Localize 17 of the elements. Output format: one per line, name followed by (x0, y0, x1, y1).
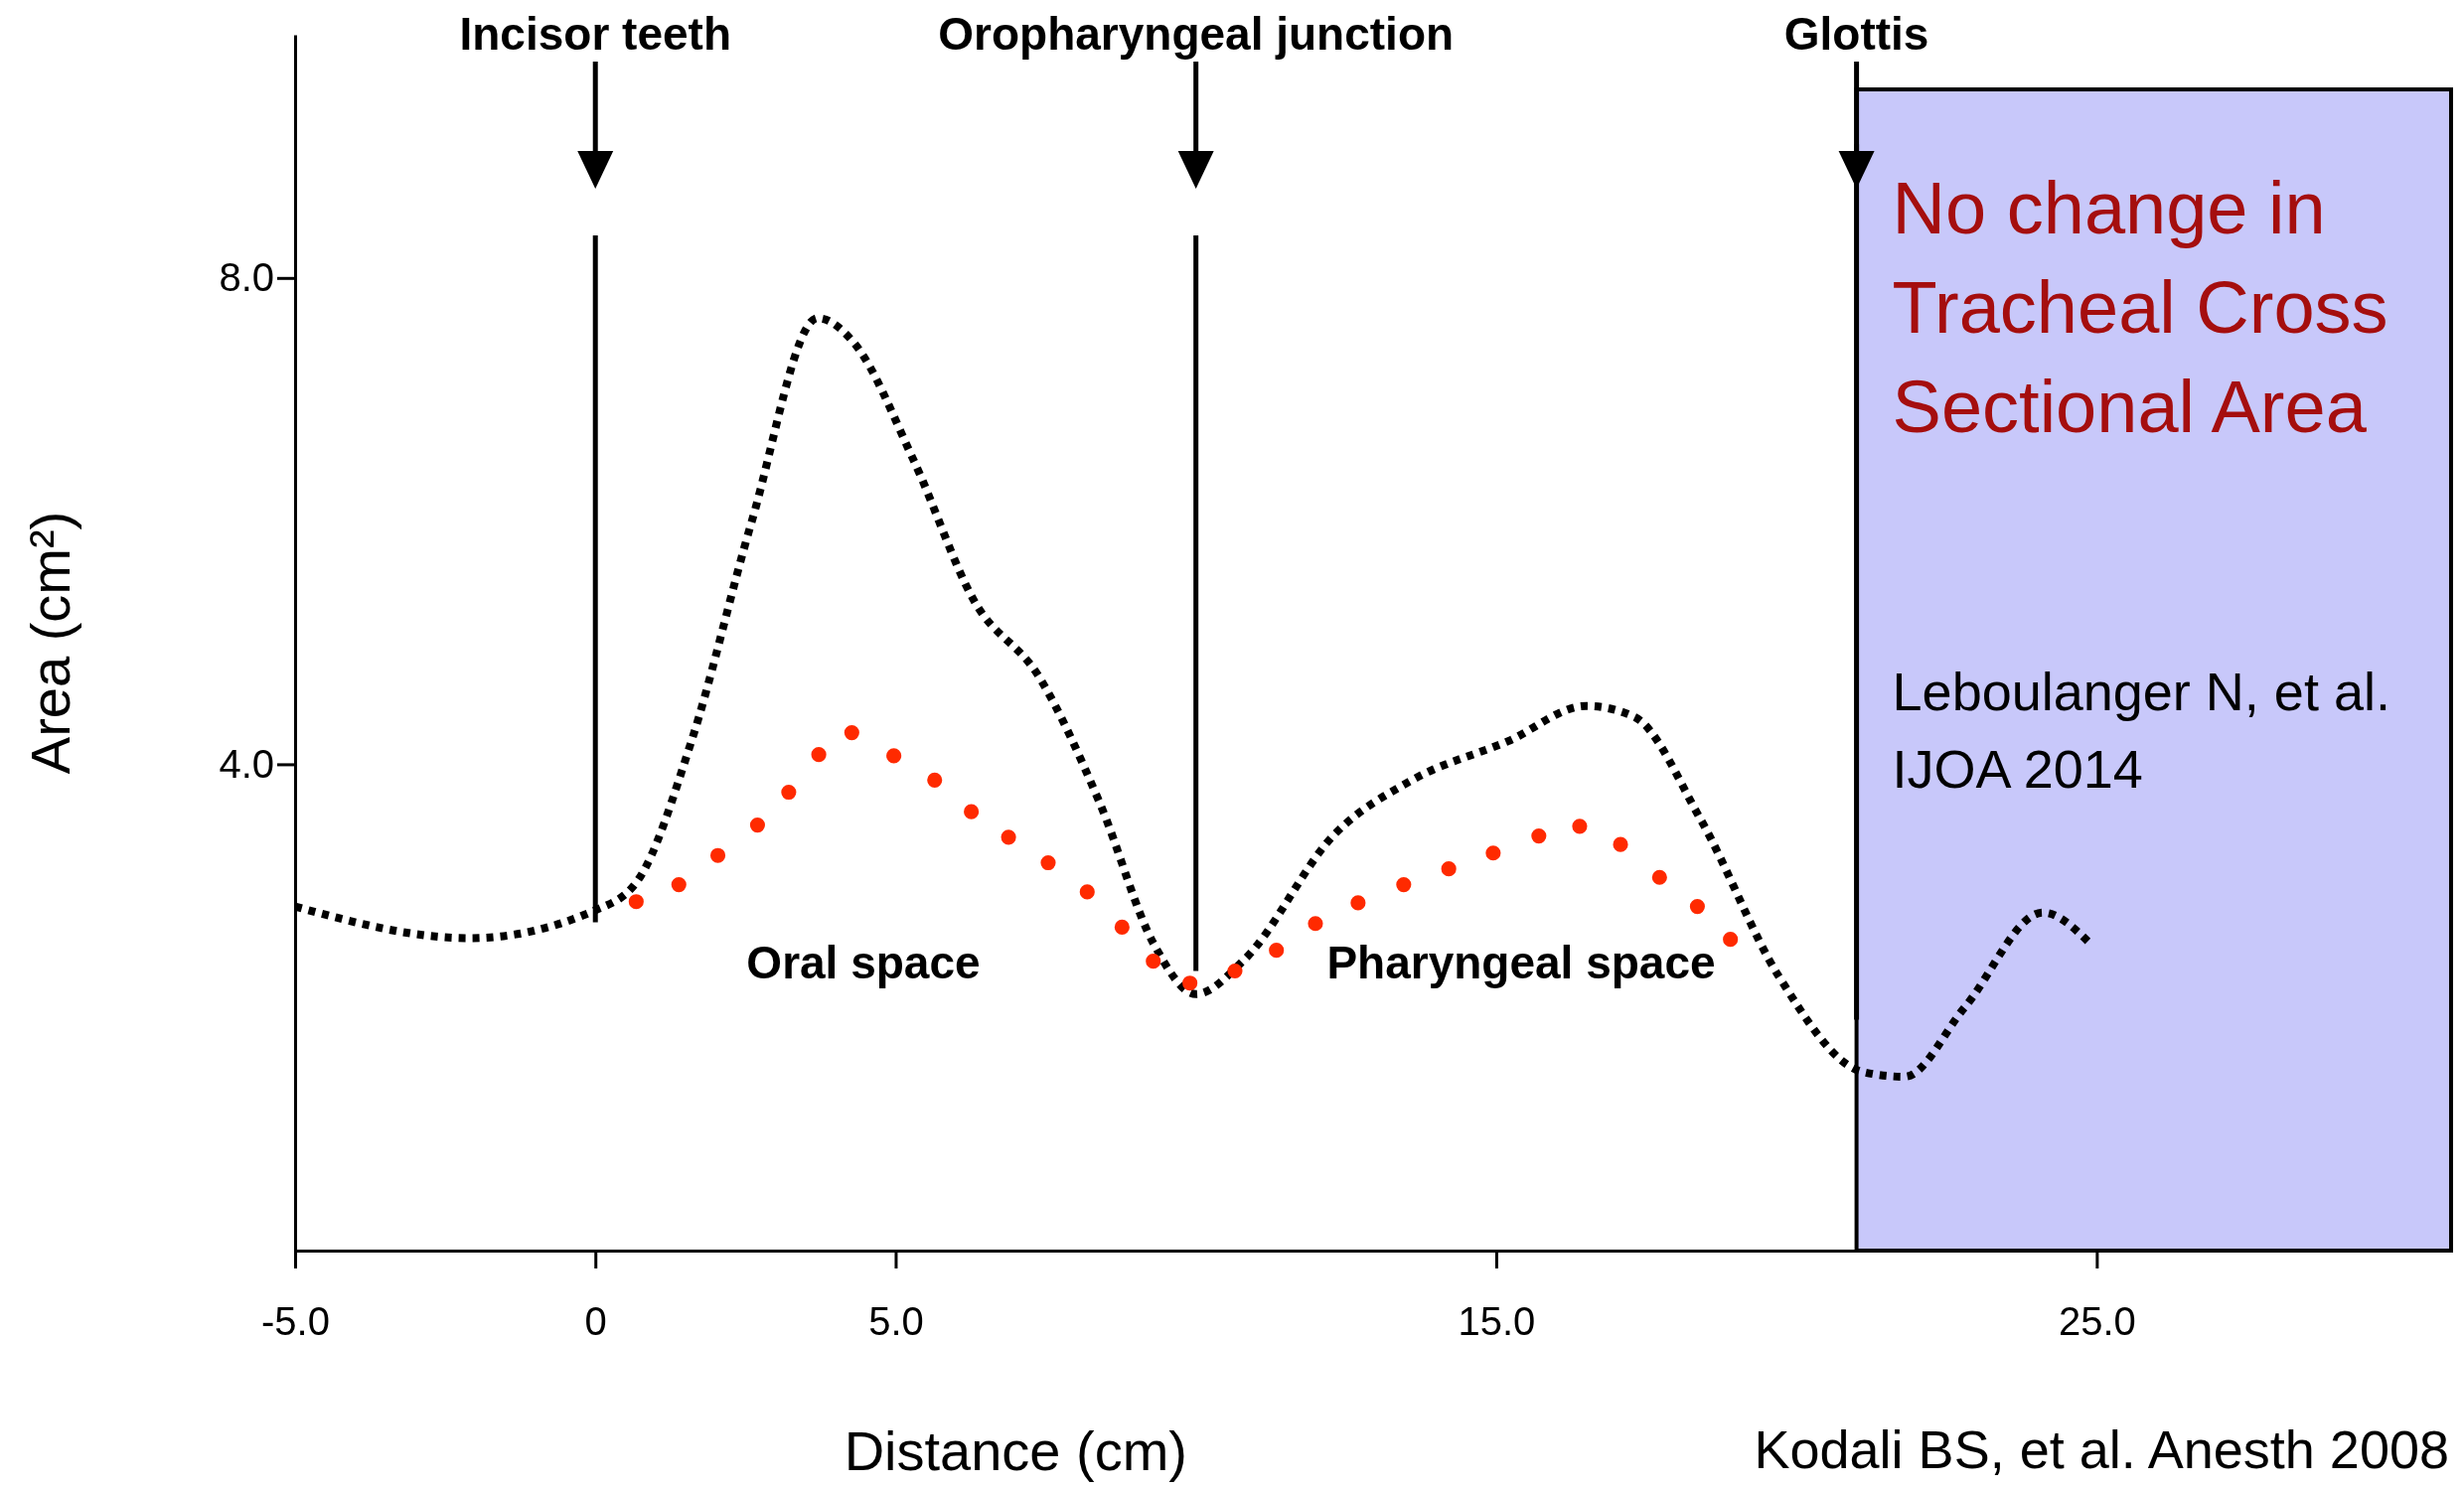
band-label: No change in Tracheal Cross Sectional Area (1892, 167, 2388, 448)
x-tick-label: 5.0 (868, 1299, 924, 1343)
ref-line-label: Oropharyngeal junction (938, 8, 1455, 60)
annotation: Oral space (746, 937, 981, 988)
x-tick-label: 15.0 (1458, 1299, 1536, 1343)
annotation: Leboulanger N, et al. IJOA 2014 (1892, 662, 2405, 799)
y-axis-title: Area (cm²) (19, 511, 81, 775)
ref-line-label: Incisor teeth (459, 8, 731, 60)
x-tick-label: -5.0 (261, 1299, 330, 1343)
x-tick-label: 0 (584, 1299, 607, 1343)
x-tick-label: 25.0 (2058, 1299, 2136, 1343)
ref-line-label: Glottis (1783, 8, 1929, 60)
y-tick-label: 8.0 (219, 255, 274, 300)
x-axis-title: Distance (cm) (844, 1419, 1188, 1482)
text: Kodali BS, et al. Anesth 2008 (1754, 1419, 2449, 1479)
annotation: Pharyngeal space (1326, 937, 1716, 988)
y-tick-label: 4.0 (219, 741, 274, 786)
